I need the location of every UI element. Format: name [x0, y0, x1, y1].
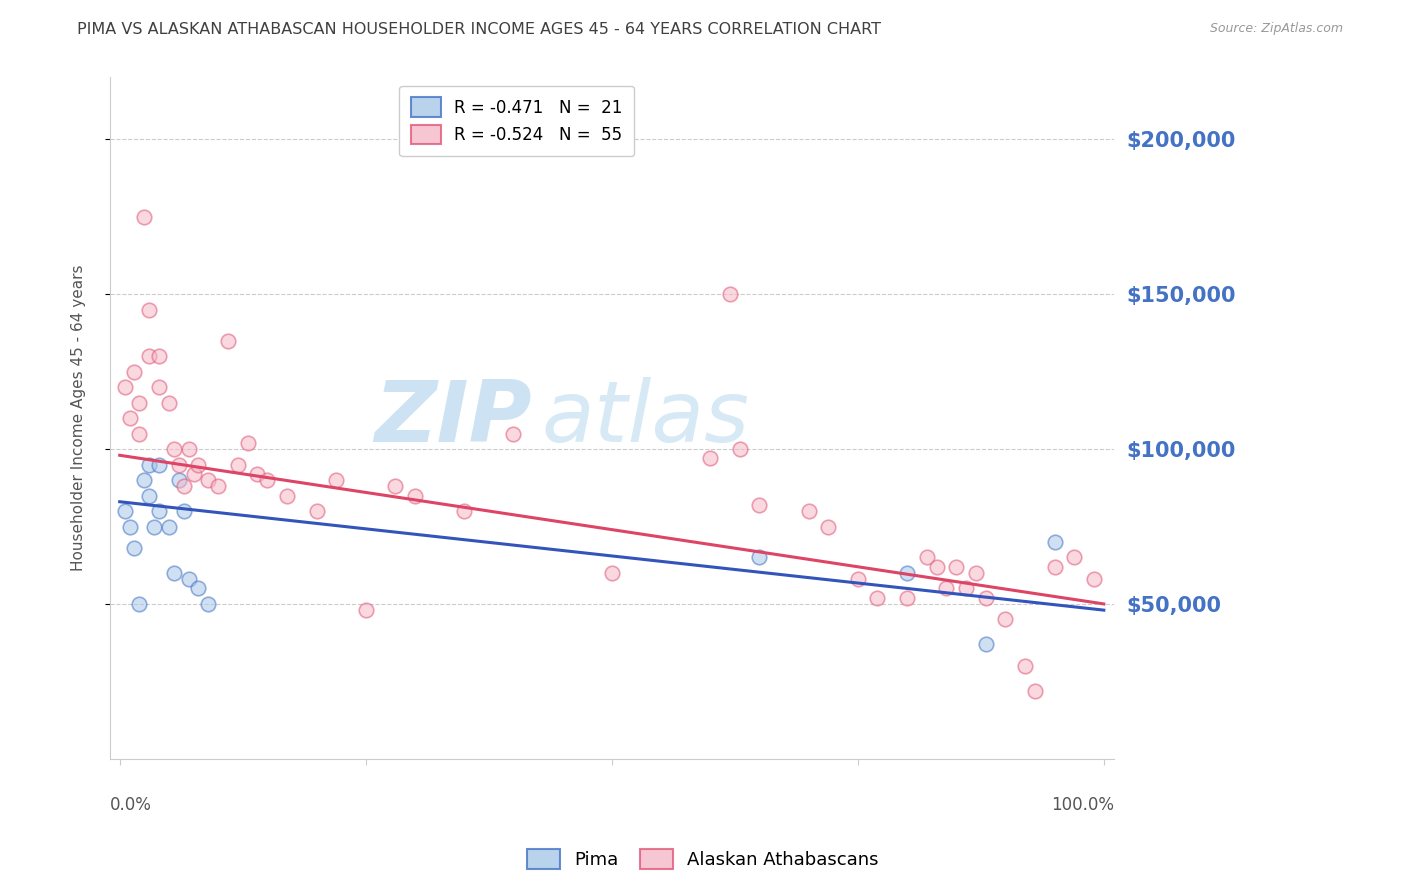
Point — [246, 467, 269, 481]
Legend: Pima, Alaskan Athabascans: Pima, Alaskan Athabascans — [519, 839, 887, 879]
Point — [118, 519, 141, 533]
Point — [148, 380, 170, 394]
Point — [1043, 559, 1066, 574]
Point — [600, 566, 623, 580]
Point — [896, 591, 918, 605]
Point — [128, 426, 150, 441]
Point — [148, 504, 170, 518]
Point — [797, 504, 820, 518]
Text: ZIP: ZIP — [374, 376, 531, 459]
Point — [974, 591, 997, 605]
Point — [134, 473, 156, 487]
Point — [1014, 658, 1036, 673]
Point — [134, 210, 156, 224]
Point — [173, 479, 195, 493]
Point — [138, 489, 160, 503]
Point — [118, 411, 141, 425]
Point — [866, 591, 889, 605]
Point — [183, 467, 205, 481]
Point — [197, 473, 219, 487]
Point — [728, 442, 751, 456]
Legend: R = -0.471   N =  21, R = -0.524   N =  55: R = -0.471 N = 21, R = -0.524 N = 55 — [399, 86, 634, 156]
Text: atlas: atlas — [541, 376, 749, 459]
Point — [128, 597, 150, 611]
Point — [148, 349, 170, 363]
Point — [817, 519, 839, 533]
Point — [1083, 572, 1105, 586]
Text: PIMA VS ALASKAN ATHABASCAN HOUSEHOLDER INCOME AGES 45 - 64 YEARS CORRELATION CHA: PIMA VS ALASKAN ATHABASCAN HOUSEHOLDER I… — [77, 22, 882, 37]
Point — [124, 365, 146, 379]
Point — [846, 572, 869, 586]
Point — [945, 559, 967, 574]
Point — [276, 489, 298, 503]
Point — [187, 582, 209, 596]
Point — [157, 519, 180, 533]
Point — [114, 504, 136, 518]
Text: 0.0%: 0.0% — [110, 797, 152, 814]
Point — [974, 637, 997, 651]
Point — [138, 458, 160, 472]
Point — [187, 458, 209, 472]
Point — [256, 473, 278, 487]
Point — [167, 458, 190, 472]
Point — [994, 612, 1017, 626]
Point — [1063, 550, 1085, 565]
Point — [1043, 535, 1066, 549]
Point — [197, 597, 219, 611]
Point — [896, 566, 918, 580]
Point — [453, 504, 475, 518]
Point — [1024, 683, 1046, 698]
Point — [163, 566, 186, 580]
Text: Source: ZipAtlas.com: Source: ZipAtlas.com — [1209, 22, 1343, 36]
Point — [173, 504, 195, 518]
Point — [935, 582, 957, 596]
Point — [404, 489, 426, 503]
Point — [128, 395, 150, 409]
Point — [114, 380, 136, 394]
Point — [925, 559, 948, 574]
Point — [325, 473, 347, 487]
Point — [502, 426, 524, 441]
Point — [177, 442, 200, 456]
Point — [177, 572, 200, 586]
Point — [138, 302, 160, 317]
Point — [748, 550, 770, 565]
Point — [384, 479, 406, 493]
Point — [354, 603, 377, 617]
Point — [748, 498, 770, 512]
Point — [305, 504, 328, 518]
Point — [236, 436, 259, 450]
Point — [965, 566, 987, 580]
Point — [217, 334, 239, 348]
Text: 100.0%: 100.0% — [1050, 797, 1114, 814]
Point — [163, 442, 186, 456]
Point — [207, 479, 229, 493]
Point — [915, 550, 938, 565]
Point — [148, 458, 170, 472]
Point — [138, 349, 160, 363]
Y-axis label: Householder Income Ages 45 - 64 years: Householder Income Ages 45 - 64 years — [72, 265, 86, 572]
Point — [157, 395, 180, 409]
Point — [143, 519, 166, 533]
Point — [124, 541, 146, 556]
Point — [699, 451, 721, 466]
Point — [167, 473, 190, 487]
Point — [718, 287, 741, 301]
Point — [226, 458, 249, 472]
Point — [955, 582, 977, 596]
